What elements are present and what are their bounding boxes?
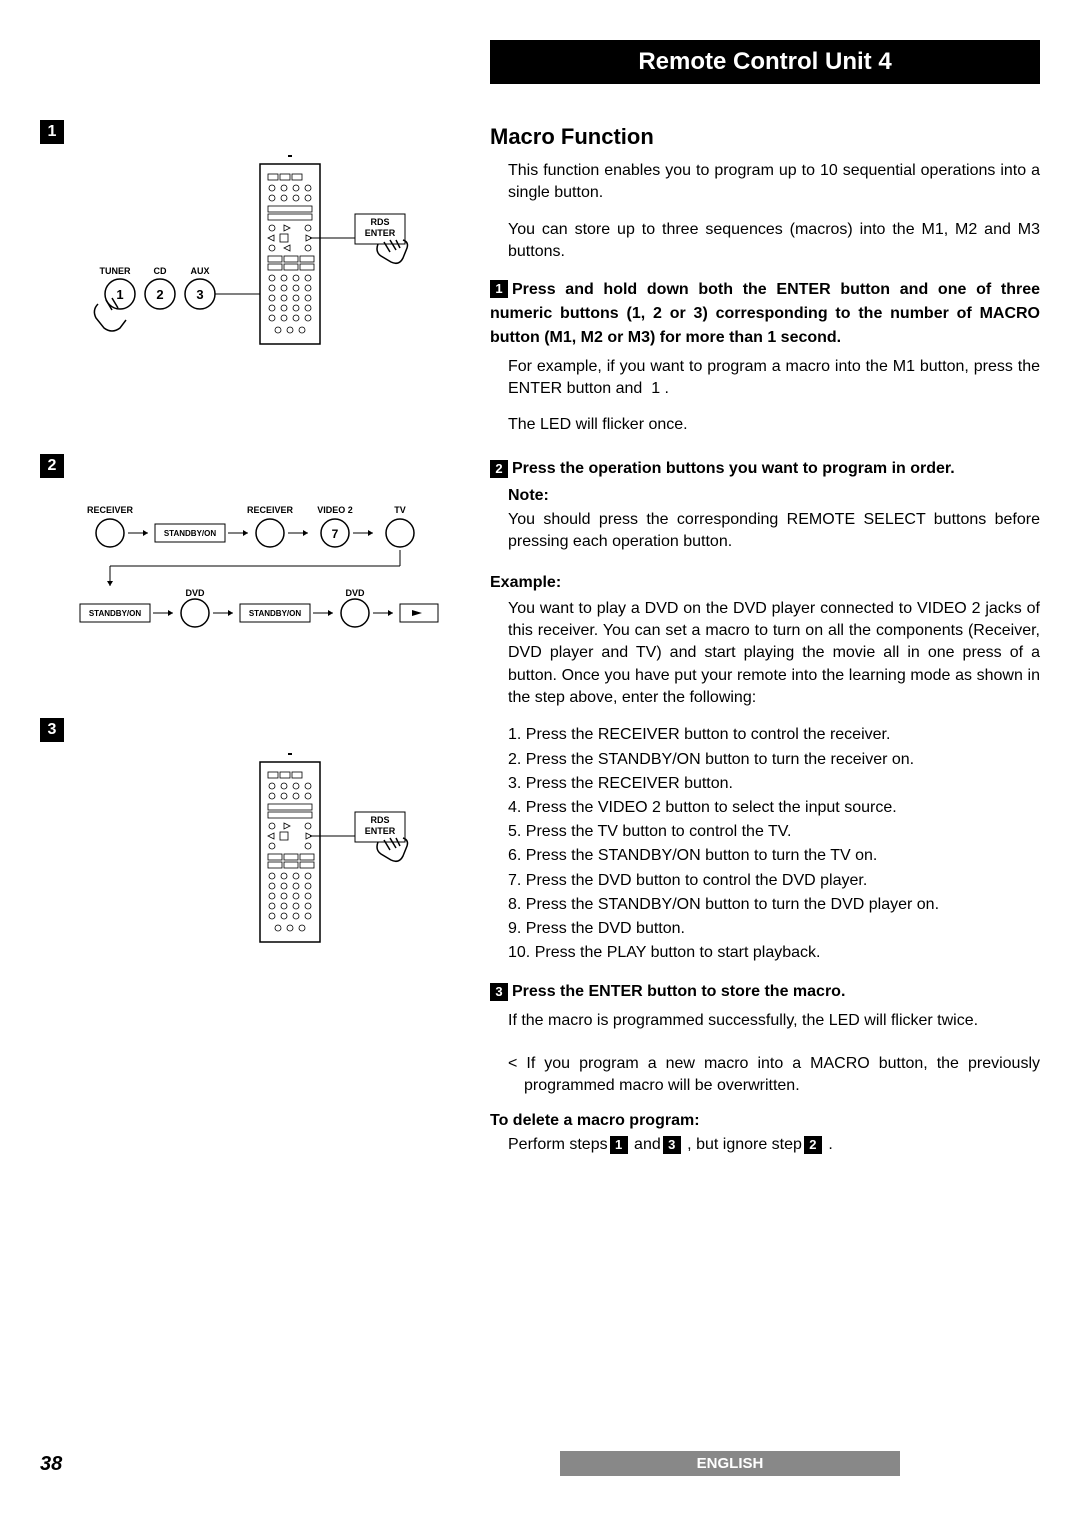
step-1-block: 1Press and hold down both the ENTER butt… [490,278,1040,437]
svg-text:1: 1 [116,287,123,302]
example-step-2: 2. Press the STANDBY/ON button to turn t… [508,748,1040,771]
svg-text:7: 7 [332,527,339,541]
step-3-num: 3 [490,983,508,1001]
svg-text:VIDEO 2: VIDEO 2 [317,505,353,515]
example-step-6: 6. Press the STANDBY/ON button to turn t… [508,844,1040,867]
step-1-body-2: The LED will flicker once. [490,414,1040,436]
svg-text:RECEIVER: RECEIVER [247,505,294,515]
svg-text:DVD: DVD [185,588,205,598]
svg-text:3: 3 [196,287,203,302]
example-label: Example: [490,574,1040,592]
example-list: 1. Press the RECEIVER button to control … [490,723,1040,964]
step-3-heading: Press the ENTER button to store the macr… [512,983,845,1000]
diagram-1: 1 [40,120,460,394]
example-step-1: 1. Press the RECEIVER button to control … [508,723,1040,746]
step-marker-1: 1 [40,120,64,144]
step-marker-2: 2 [40,454,64,478]
header-bar: Remote Control Unit 4 [490,40,1040,84]
footer: 38 ENGLISH [40,1453,1040,1476]
svg-text:ENTER: ENTER [365,228,396,238]
svg-text:RECEIVER: RECEIVER [87,505,134,515]
svg-text:DVD: DVD [345,588,365,598]
step-2-block: 2Press the operation buttons you want to… [490,457,1040,554]
step-1-body-1: For example, if you want to program a ma… [490,356,1040,401]
example-step-7: 7. Press the DVD button to control the D… [508,869,1040,892]
note-label: Note: [508,487,1040,505]
left-column: 1 [40,40,460,1154]
svg-text:STANDBY/ON: STANDBY/ON [164,529,217,538]
svg-text:RDS: RDS [370,217,389,227]
svg-text:2: 2 [156,287,163,302]
intro-p1: This function enables you to program up … [490,160,1040,205]
diagram-3: 3 [40,718,460,962]
intro-p2: You can store up to three sequences (mac… [490,219,1040,264]
step-marker-3: 3 [40,718,64,742]
step-1-heading: Press and hold down both the ENTER butto… [490,281,1040,346]
right-column: Remote Control Unit 4 Macro Function Thi… [490,40,1040,1154]
example-step-3: 3. Press the RECEIVER button. [508,772,1040,795]
example-step-5: 5. Press the TV button to control the TV… [508,820,1040,843]
example-step-10: 10. Press the PLAY button to start playb… [508,941,1040,964]
diagram-3-svg: RDS ENTER [40,742,440,962]
svg-text:ENTER: ENTER [365,826,396,836]
step-3-body: If the macro is programmed successfully,… [490,1010,1040,1032]
svg-text:TUNER: TUNER [100,266,131,276]
note-body: You should press the corresponding REMOT… [508,509,1040,554]
delete-label: To delete a macro program: [490,1112,1040,1130]
step-2-num: 2 [490,460,508,478]
example-intro: You want to play a DVD on the DVD player… [490,598,1040,710]
svg-text:STANDBY/ON: STANDBY/ON [249,609,302,618]
example-step-8: 8. Press the STANDBY/ON button to turn t… [508,893,1040,916]
overwrite-note: < If you program a new macro into a MACR… [490,1053,1040,1098]
diagram-2-svg: RECEIVER STANDBY/ON RECEIVER VIDEO 2 7 T… [40,478,460,658]
example-step-4: 4. Press the VIDEO 2 button to select th… [508,796,1040,819]
svg-text:AUX: AUX [190,266,209,276]
language-bar: ENGLISH [560,1451,900,1476]
svg-text:STANDBY/ON: STANDBY/ON [89,609,142,618]
step-2-heading: Press the operation buttons you want to … [512,460,955,477]
step-3-block: 3Press the ENTER button to store the mac… [490,980,1040,1032]
step-1-num: 1 [490,280,508,298]
diagram-2: 2 RECEIVER STANDBY/ON RECEIVER VIDEO 2 7… [40,454,460,658]
section-title: Macro Function [490,124,1040,150]
svg-text:TV: TV [394,505,406,515]
svg-text:CD: CD [154,266,167,276]
delete-body: Perform steps1 and3 , but ignore step2 . [490,1136,1040,1154]
svg-text:RDS: RDS [370,815,389,825]
diagram-1-svg: RDS ENTER TUNER CD AUX 1 2 3 [40,144,440,394]
page-number: 38 [40,1453,62,1475]
example-step-9: 9. Press the DVD button. [508,917,1040,940]
